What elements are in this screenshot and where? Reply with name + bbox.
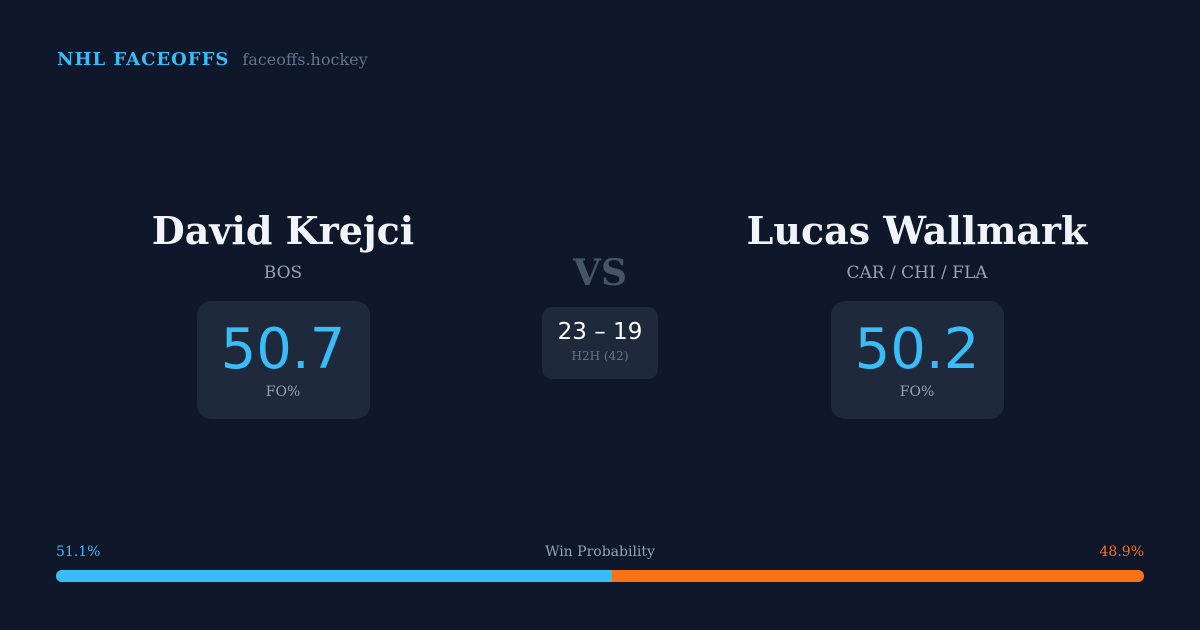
player-2-fo-label: FO%: [899, 384, 935, 400]
player-1: David Krejci BOS 50.7 FO%: [73, 205, 493, 419]
win-prob-left: 51.1%: [56, 544, 101, 560]
win-prob-label: Win Probability: [545, 544, 655, 560]
win-prob-bar: [56, 570, 1144, 582]
player-2-fo-pct: 50.2: [854, 317, 980, 382]
player-1-fo-card: 50.7 FO%: [196, 301, 370, 419]
win-prob-bar-left: [56, 570, 612, 582]
player-2-fo-card: 50.2 FO%: [830, 301, 1004, 419]
player-2-team: CAR / CHI / FLA: [846, 263, 988, 283]
player-1-fo-label: FO%: [265, 384, 301, 400]
win-probability: 51.1% Win Probability 48.9%: [56, 544, 1144, 582]
vs-label: VS: [573, 252, 627, 294]
player-1-team: BOS: [263, 263, 303, 283]
brand: NHL FACEOFFS faceoffs.hockey: [57, 49, 368, 70]
h2h-card: 23 – 19 H2H (42): [542, 307, 658, 379]
brand-title: NHL FACEOFFS: [57, 49, 230, 70]
win-prob-bar-right: [611, 570, 1144, 582]
player-1-fo-pct: 50.7: [220, 317, 346, 382]
player-2-name: Lucas Wallmark: [746, 208, 1088, 253]
h2h-label: H2H (42): [571, 349, 629, 363]
brand-url: faceoffs.hockey: [242, 50, 368, 69]
h2h-score: 23 – 19: [557, 319, 643, 345]
player-2: Lucas Wallmark CAR / CHI / FLA 50.2 FO%: [707, 205, 1127, 419]
win-prob-right: 48.9%: [1099, 544, 1144, 560]
player-1-name: David Krejci: [151, 208, 415, 253]
